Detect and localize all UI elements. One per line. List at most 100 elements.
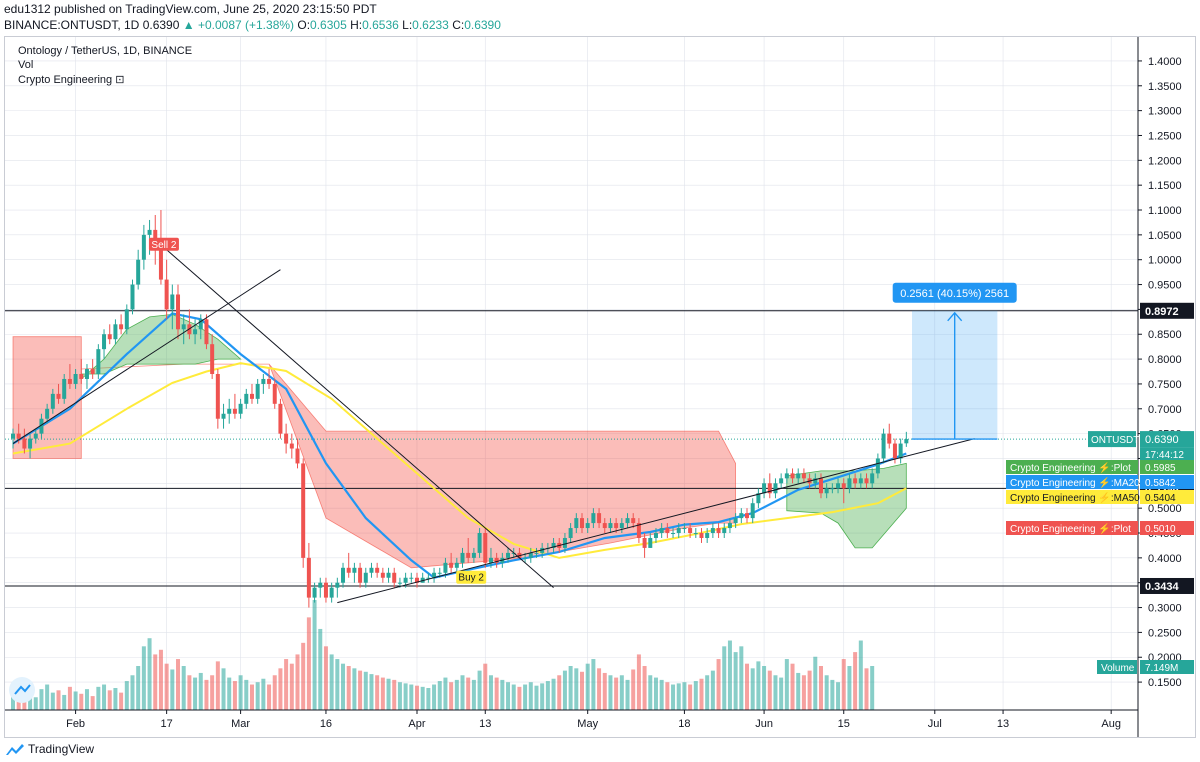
candle-body [50,393,55,409]
volume-bar [432,684,437,710]
price-tick-label: 0.1500 [1148,677,1182,689]
candle-body [181,324,186,330]
candle-body [796,473,801,479]
volume-bar [33,697,38,710]
volume-bar [591,659,596,710]
volume-bar [278,668,283,710]
candle-body [528,552,533,558]
volume-bar [420,686,425,710]
candle-body [67,378,72,384]
symbol-label: BINANCE:ONTUSDT, 1D [4,18,140,32]
volume-bar [494,677,499,710]
candle-body [267,378,272,384]
candle-body [727,523,732,529]
candle-body [426,577,431,579]
volume-bar [96,686,101,710]
volume-bar [79,693,84,710]
candle-body [671,533,676,535]
candle-body [147,229,152,235]
candle-body [232,408,237,414]
volume-bar [341,663,346,710]
ma20-line [12,312,907,579]
volume-bar [232,681,237,710]
time-axis: Feb 17 Mar 16 Apr 13 May 18 Jun 15 Jul 13 Aug [5,709,1138,730]
volume-bar [460,675,465,710]
candle-body [289,443,294,449]
change-value: ▲ +0.0087 (+1.38%) [182,18,295,32]
candle-body [318,582,323,588]
candle-body [824,488,829,494]
candle-body [403,577,408,583]
candle-body [699,533,704,538]
candle-body [363,572,368,583]
close-label: C: [452,18,465,32]
volume-bar [204,679,209,710]
volume-bar [397,682,402,710]
price-tick-label: 0.7500 [1148,379,1182,391]
candle-body [779,478,784,484]
candle-body [693,533,698,535]
ohlc-line: BINANCE:ONTUSDT, 1D 0.6390 ▲ +0.0087 (+1… [4,18,501,32]
candle-body [386,572,391,578]
volume-bar [636,654,641,710]
candle-body [830,488,835,490]
volume-bar [568,666,573,710]
volume-tag-bg [1097,660,1137,674]
volume-bar [107,690,112,710]
volume-bar [295,654,300,710]
candle-body [392,572,397,583]
candle-body [449,562,454,568]
volume-bar [437,681,442,710]
chart-frame[interactable]: Sell 2 Buy 2 0.2561 (40.15%) 2561 1.4000 1.… [4,36,1196,738]
candle-body [466,552,471,558]
volume-bar [796,672,801,710]
volume-bar [858,640,863,710]
candle-body [278,403,283,434]
signal-label: Buy 2 [458,573,484,584]
candle-body [295,448,300,464]
candle-body [62,378,67,399]
open-label: O: [297,18,311,32]
volume-bar [62,694,67,710]
candle-body [608,523,613,529]
volume-bar [375,675,380,710]
volume-bar [488,675,493,710]
candle-body [864,478,869,484]
volume-bar [176,659,181,710]
time-tick-label: 16 [320,718,332,730]
candle-body [249,393,254,399]
ma50-line [12,362,907,559]
candle-body [16,433,21,439]
volume-bar [841,659,846,710]
volume-bar [449,682,454,710]
candle-body [847,478,852,489]
candle-body [750,503,755,519]
candle-body [597,513,602,524]
volume-bar [642,666,647,710]
candle-body [323,582,328,598]
candle-body [176,294,181,330]
time-tick-label: Apr [408,718,425,730]
level-badge [1140,302,1194,319]
candle-body [631,518,636,524]
candle-body [762,483,767,494]
candle-body [119,324,124,330]
candle-body [625,518,630,524]
candle-body [494,557,499,563]
volume-bar [528,682,533,710]
cloud-areas [12,313,907,569]
volume-bar [466,677,471,710]
current-price-label: 0.6390 [1145,434,1179,446]
volume-bar [73,691,78,710]
candle-body [90,369,95,374]
volume-bar [147,638,152,710]
volume-bar [386,678,391,710]
candle-body [255,383,260,399]
candle-body [818,478,823,494]
volume-bar [523,684,528,710]
volume-bar [113,688,118,710]
candle-body [801,473,806,479]
volume-bar [818,666,823,710]
volume-bar [261,678,266,710]
